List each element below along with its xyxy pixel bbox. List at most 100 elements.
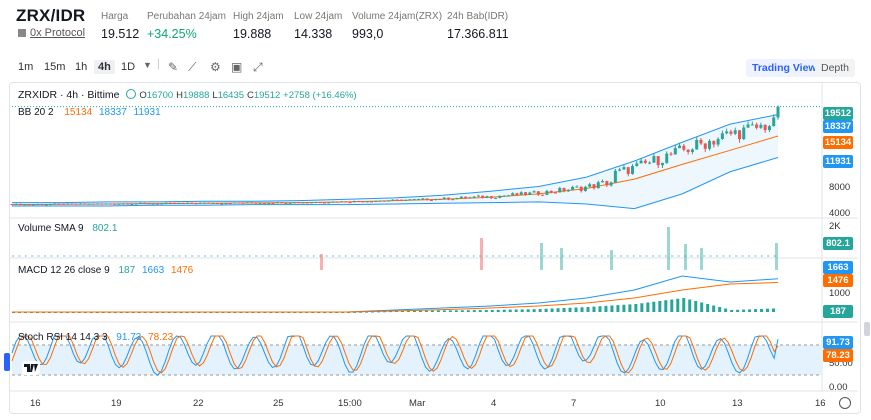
timeframe-1h[interactable]: 1h [75,61,88,73]
timeframe-1m[interactable]: 1m [18,61,34,73]
volume-value: 802.1 [92,223,118,234]
volume-bar [127,255,130,257]
volume-bar [320,254,323,270]
candle-body [472,196,476,198]
candle-body [96,203,100,205]
candle-body [720,133,724,139]
volume-bar [556,255,558,257]
volume-bar [684,244,687,270]
volume-bar [216,255,219,257]
candle-body [352,201,356,203]
volume-bar [466,255,469,257]
volume-bar [44,255,46,257]
volume-bar [31,255,34,257]
chevron-down-icon[interactable]: ▼ [143,60,152,70]
candle-body [399,199,403,201]
scroll-left-handle[interactable] [4,353,10,371]
candle-body [746,124,750,128]
volume-bar [18,255,21,257]
volume-bar [204,255,206,257]
candle-body [177,202,181,204]
macd-hist-bar [766,308,770,312]
tradingview-logo-icon [22,361,40,375]
volume-bar [191,255,194,257]
macd-hist-bar [514,309,518,312]
macd-line-value: 1663 [141,265,165,276]
candle-body [660,162,664,166]
candle-body [468,197,472,199]
macd-hist-bar [664,300,668,312]
candle-body [425,198,429,201]
candle-body [429,200,433,202]
timeframe-1D[interactable]: 1D [121,61,136,73]
volume-bar [447,255,450,257]
volume-bar [594,255,597,257]
project-link[interactable]: 0x Protocol [18,27,85,39]
stat-label: Low 24jam [294,11,343,22]
settings-gear-icon[interactable] [839,397,851,409]
macd-hist-bar [580,307,584,312]
time-tick: 10 [655,398,666,409]
volume-bar [639,255,642,257]
macd-hist-bar [347,312,351,313]
candle-body [729,131,733,134]
candle-body [622,167,626,170]
macd-hist-bar [706,304,710,312]
candle-body [438,199,442,201]
volume-bar [223,255,226,257]
macd-legend: MACD 12 26 close 9 187 1663 1476 [18,265,193,276]
candle-body [155,203,159,205]
volume-bar [364,255,366,257]
project-name[interactable]: 0x Protocol [30,27,86,39]
macd-hist-bar [359,311,363,313]
macd-hist-bar [658,301,662,312]
macd-hist-bar [688,299,692,312]
candle-body [498,195,502,198]
candle-body [31,204,35,206]
candle-body [292,202,296,204]
macd-hist-bar [742,309,746,312]
candle-body [708,140,712,149]
macd-hist-bar [634,304,638,312]
bb-label: BB 20 2 [18,107,54,118]
stat-3: Low 24jam 14.338 [294,11,342,41]
scroll-right-handle[interactable] [864,322,870,336]
time-tick: 16 [30,398,41,409]
candle-body [198,202,202,204]
volume-bar [658,255,661,257]
candle-body [618,169,622,171]
timeframe-15m[interactable]: 15m [44,61,66,73]
candle-body [772,117,776,127]
indicator-icon[interactable]: ⟋ [188,60,197,74]
candle-body [545,190,549,195]
candle-body [387,200,391,202]
macd-hist-bar [400,310,404,312]
volume-bar [338,255,341,257]
tab-depth[interactable]: Depth [815,59,856,77]
candle-body [451,199,455,201]
volume-bar [69,255,72,257]
macd-hist-bar [610,305,614,312]
volume-bar [581,255,584,257]
volume-bar [760,255,763,257]
macd-hist-bar [448,310,452,312]
candle-body [10,203,14,205]
save-icon[interactable]: ▣ [231,60,243,74]
candle-body [322,202,326,204]
candle-body [36,204,40,206]
candle-body [57,203,61,205]
volume-bar [677,255,680,257]
candle-body [682,145,686,150]
settings-icon[interactable]: ⚙ [210,60,221,74]
macd-hist-bar [646,302,650,312]
tab-trading-view[interactable]: Trading View [746,59,823,77]
timeframe-4h[interactable]: 4h [94,60,115,74]
volume-bar [722,255,725,257]
volume-bar [709,255,712,257]
candle-body [301,202,305,204]
volume-tag: 802.1 [823,237,853,250]
draw-icon[interactable]: ✎ [168,60,179,74]
fullscreen-icon[interactable]: ⤢ [253,60,263,74]
volume-bar [12,255,14,257]
